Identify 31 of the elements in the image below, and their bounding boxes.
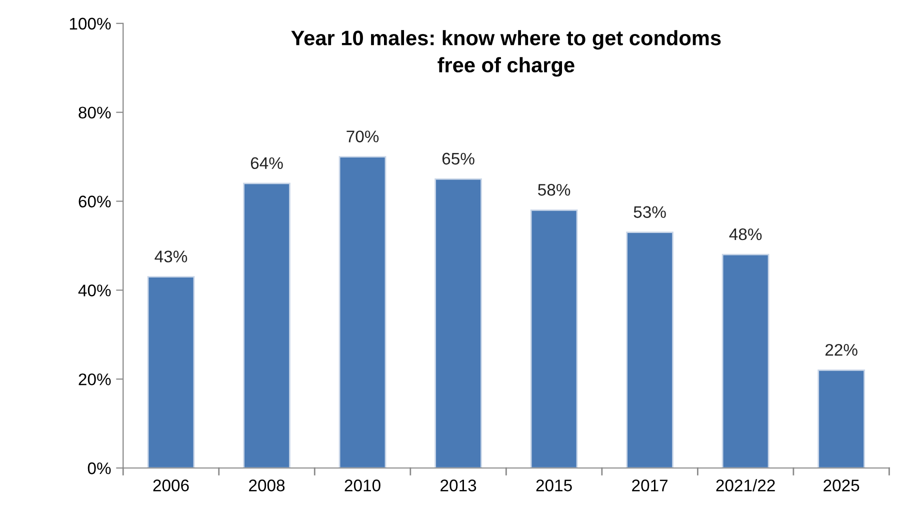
y-tick-label: 60% (78, 196, 111, 208)
x-tick-label: 2006 (153, 480, 189, 492)
data-label: 65% (442, 152, 474, 165)
y-tick-label: 40% (78, 284, 111, 296)
y-tick-label: 80% (78, 106, 111, 119)
bar (434, 178, 482, 468)
x-tick-label: 2015 (536, 480, 572, 492)
data-label: 53% (634, 206, 666, 218)
bar (243, 182, 290, 468)
x-tick-label: 2008 (249, 480, 285, 492)
x-tick-label: 2013 (440, 480, 476, 492)
bar (626, 232, 674, 468)
data-label: 58% (538, 184, 570, 196)
data-label: 22% (825, 344, 858, 356)
data-label: 64% (250, 157, 283, 170)
bar (722, 254, 770, 468)
x-tick-label: 2010 (344, 480, 380, 492)
text: Year 10 males: know where to get condoms free of charge (291, 30, 721, 77)
x-tick-label: 2025 (824, 480, 860, 492)
data-label: 70% (346, 130, 379, 142)
data-label: 43% (154, 250, 188, 262)
bar (338, 156, 386, 468)
bar (818, 369, 865, 468)
data-label: 48% (729, 228, 762, 240)
x-tick-label: 2017 (632, 480, 668, 492)
y-tick-label: 100% (70, 18, 111, 30)
bar (147, 276, 195, 468)
y-tick-label: 20% (78, 373, 111, 386)
bar (530, 209, 578, 468)
y-tick-label: 0% (88, 462, 111, 474)
x-tick-label: 2021/22 (716, 479, 775, 492)
